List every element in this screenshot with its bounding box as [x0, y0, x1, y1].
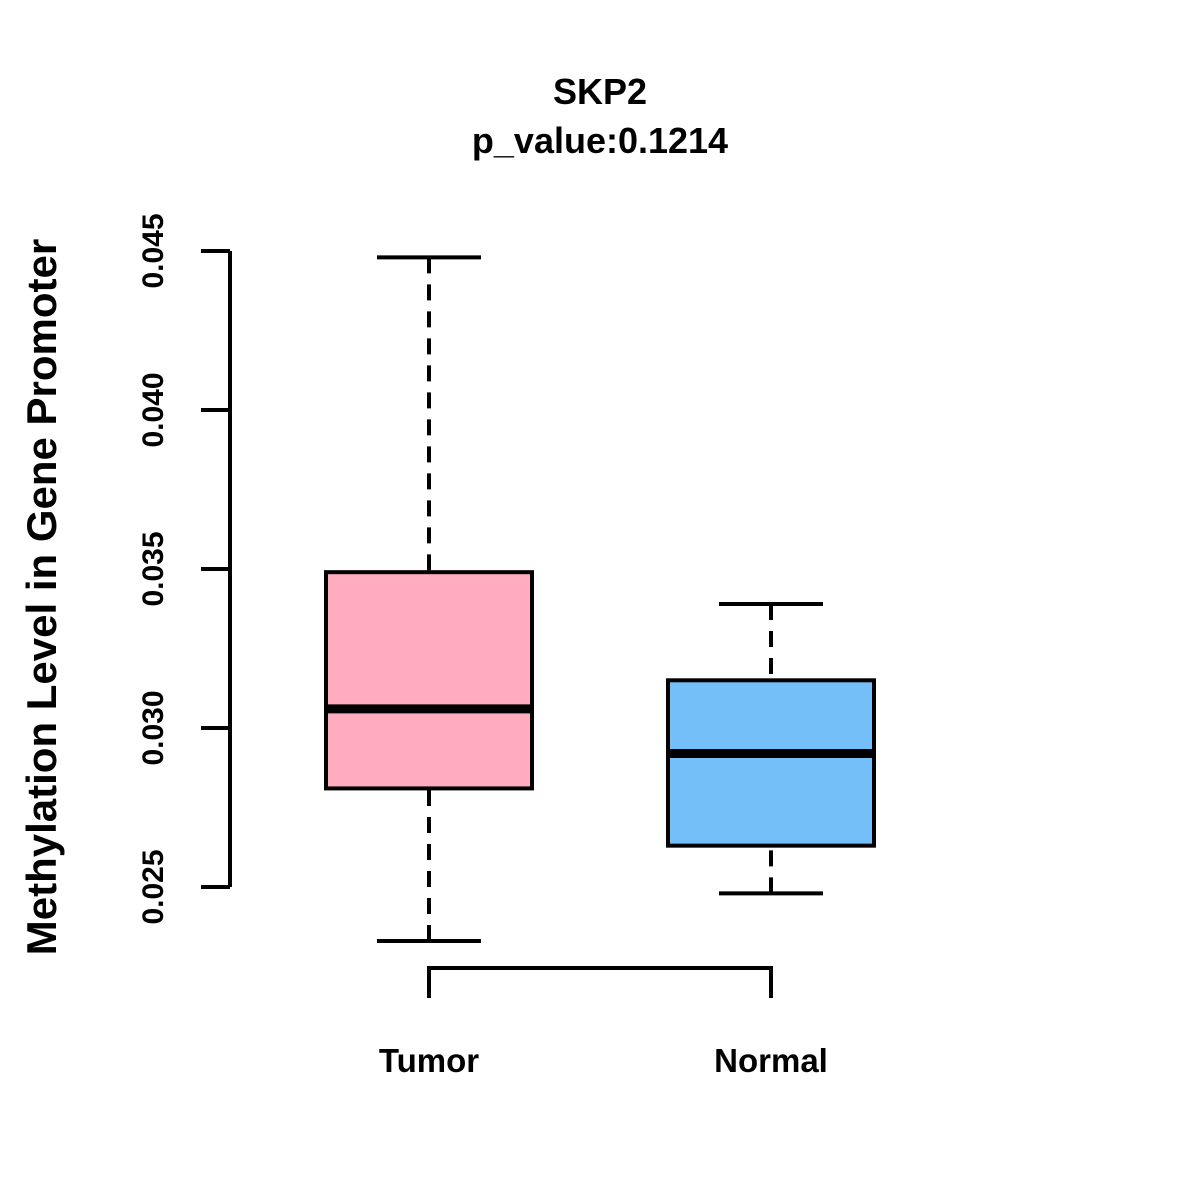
box-normal: [666, 678, 876, 848]
y-axis-tick-label: 0.040: [137, 372, 170, 447]
y-axis-tick-label: 0.025: [137, 849, 170, 924]
comparison-bracket: [427, 966, 773, 998]
y-axis-tick-label: 0.035: [137, 531, 170, 606]
category-label-tumor: Tumor: [379, 1042, 479, 1079]
y-axis-tick-label: 0.030: [137, 690, 170, 765]
box-tumor: [324, 570, 534, 791]
category-label-normal: Normal: [714, 1042, 828, 1079]
chart-subtitle: p_value:0.1214: [471, 120, 729, 161]
chart-title: SKP2: [552, 71, 648, 112]
y-axis-tick-label: 0.045: [137, 213, 170, 288]
